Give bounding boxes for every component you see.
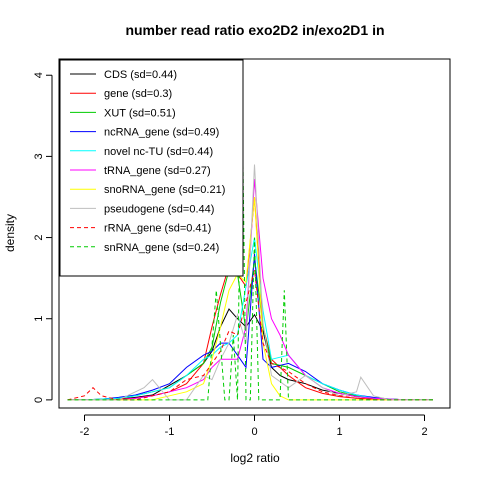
legend-entry: XUT (sd=0.51) [104, 107, 176, 119]
series-group [67, 71, 433, 401]
y-tick-label: 4 [33, 72, 45, 78]
y-tick-label: 2 [33, 234, 45, 240]
plot-frame [58, 58, 451, 409]
axes: -2 -1 0 1 2 0 1 2 3 4 [33, 72, 428, 438]
legend-entry: pseudogene (sd=0.44) [104, 203, 214, 215]
x-axis-label: log2 ratio [230, 451, 280, 465]
chart-title: number read ratio exo2D2 in/exo2D1 in [125, 22, 384, 38]
legend-entry: CDS (sd=0.44) [104, 69, 177, 81]
x-tick-label: 1 [336, 426, 342, 438]
series-line-7 [67, 164, 433, 401]
legend: CDS (sd=0.44) gene (sd=0.3) XUT (sd=0.51) n… [59, 59, 244, 277]
series-line-3 [67, 253, 433, 401]
y-axis-label: density [3, 214, 17, 252]
legend-entry: gene (sd=0.3) [104, 88, 172, 100]
legend-entry: tRNA_gene (sd=0.27) [104, 165, 211, 177]
legend-entry: snoRNA_gene (sd=0.21) [104, 184, 225, 196]
x-tick-label: 2 [421, 426, 427, 438]
y-tick-label: 1 [33, 316, 45, 322]
legend-entry: snRNA_gene (sd=0.24) [104, 242, 219, 254]
legend-entry: ncRNA_gene (sd=0.49) [104, 127, 219, 139]
y-tick-label: 0 [33, 397, 45, 403]
x-tick-label: 0 [251, 426, 257, 438]
x-tick-label: -2 [80, 426, 90, 438]
legend-entry: novel nc-TU (sd=0.44) [104, 146, 213, 158]
series-line-8 [67, 269, 433, 401]
legend-box [59, 59, 244, 277]
series-line-2 [67, 257, 433, 401]
legend-entry: rRNA_gene (sd=0.41) [104, 223, 211, 235]
series-line-4 [67, 237, 433, 401]
series-line-6 [67, 196, 433, 401]
y-tick-label: 3 [33, 153, 45, 159]
x-tick-label: -1 [165, 426, 175, 438]
series-line-9 [67, 71, 433, 401]
